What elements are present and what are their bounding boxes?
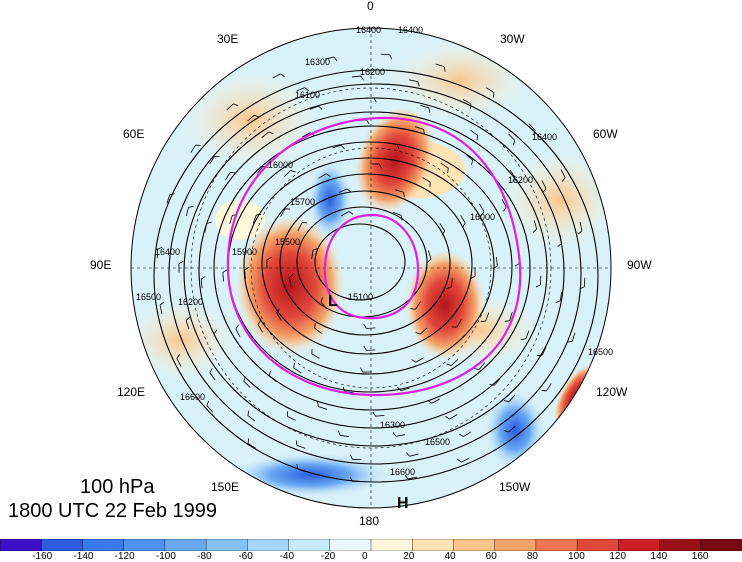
- colorbar-swatch: [371, 539, 413, 551]
- contour-label: 16300: [380, 420, 405, 430]
- lon-label-90w: 90W: [627, 258, 652, 272]
- colorbar-swatch: [412, 539, 454, 551]
- contour-label: 16100: [295, 90, 320, 100]
- lon-label-150w: 150W: [499, 480, 530, 494]
- colorbar-swatch: [289, 539, 331, 551]
- pressure-level: 100 hPa: [80, 475, 155, 499]
- lon-label-90e: 90E: [90, 258, 111, 272]
- colorbar-tick-label: -60: [238, 551, 252, 562]
- colorbar-swatch: [330, 539, 372, 551]
- colorbar-swatch: [536, 539, 578, 551]
- contour-label: 15500: [275, 237, 300, 247]
- colorbar-swatch: [165, 539, 207, 551]
- colorbar-tick-label: 160: [692, 551, 709, 562]
- colorbar-swatch: [124, 539, 166, 551]
- contour-label: 16000: [470, 212, 495, 222]
- colorbar-tick-label: 60: [486, 551, 497, 562]
- wind-barb-flag: [481, 321, 486, 322]
- colorbar-tick-label: -40: [280, 551, 294, 562]
- lon-label-0: 0: [367, 0, 374, 13]
- colorbar-tick-label: -80: [197, 551, 211, 562]
- wind-barb-flag: [256, 214, 261, 215]
- wind-barb-flag: [215, 156, 220, 157]
- colorbar-tick-label: 20: [403, 551, 414, 562]
- colorbar-tick-label: 40: [444, 551, 455, 562]
- contour-label: 16500: [136, 292, 161, 302]
- colorbar-swatch: [0, 539, 42, 551]
- contour-label: 16500: [425, 437, 450, 447]
- colorbar-swatch: [618, 539, 660, 551]
- lon-label-120w: 120W: [596, 385, 627, 399]
- contour-label: 15700: [290, 197, 315, 207]
- contour-label: 16300: [305, 57, 330, 67]
- lon-label-120e: 120E: [117, 385, 145, 399]
- contour-label: 16200: [508, 175, 533, 185]
- contour-label: 16600: [180, 392, 205, 402]
- colorbar-swatch: [660, 539, 702, 551]
- colorbar-tick-label: -120: [115, 551, 135, 562]
- colorbar-tick-label: -20: [321, 551, 335, 562]
- colorbar-swatch: [247, 539, 289, 551]
- contour-label: 16400: [155, 247, 180, 257]
- colorbar-tick-label: 80: [527, 551, 538, 562]
- colorbar-swatch: [577, 539, 619, 551]
- colorbar-tick-label: -140: [73, 551, 93, 562]
- colorbar-swatch: [495, 539, 537, 551]
- colorbar-tick-label: 120: [609, 551, 626, 562]
- lon-label-30w: 30W: [500, 32, 525, 46]
- contour-label: 16400: [532, 132, 557, 142]
- lon-label-180: 180: [359, 514, 379, 528]
- contour-label: 16200: [178, 297, 203, 307]
- lon-label-30e: 30E: [217, 32, 238, 46]
- contour-label: 16400: [398, 25, 423, 35]
- colorbar-swatch: [206, 539, 248, 551]
- contour-label: 16400: [356, 25, 381, 35]
- colorbar-swatch: [41, 539, 83, 551]
- lon-label-60w: 60W: [593, 127, 618, 141]
- colorbar-tick-label: -100: [156, 551, 176, 562]
- colorbar-tick-label: 0: [362, 551, 368, 562]
- contour-label: 15100: [348, 292, 373, 302]
- low-marker: L: [328, 293, 338, 310]
- contour-label: 16600: [390, 467, 415, 477]
- colorbar-swatch: [82, 539, 124, 551]
- contour-label: 16000: [268, 160, 293, 170]
- colorbar-tick-label: 100: [568, 551, 585, 562]
- colorbar-tick-label: -160: [32, 551, 52, 562]
- colorbar-tick-label: 140: [651, 551, 668, 562]
- contour-label: 15900: [232, 247, 257, 257]
- colorbar-swatch: [453, 539, 495, 551]
- contour-label: 16500: [588, 347, 613, 357]
- colorbar: [0, 539, 742, 551]
- high-marker: H: [397, 495, 409, 512]
- lon-label-150e: 150E: [211, 480, 239, 494]
- contour-label: 16200: [360, 67, 385, 77]
- valid-time: 1800 UTC 22 Feb 1999: [8, 499, 217, 523]
- colorbar-swatch: [701, 539, 742, 551]
- lon-label-60e: 60E: [123, 127, 144, 141]
